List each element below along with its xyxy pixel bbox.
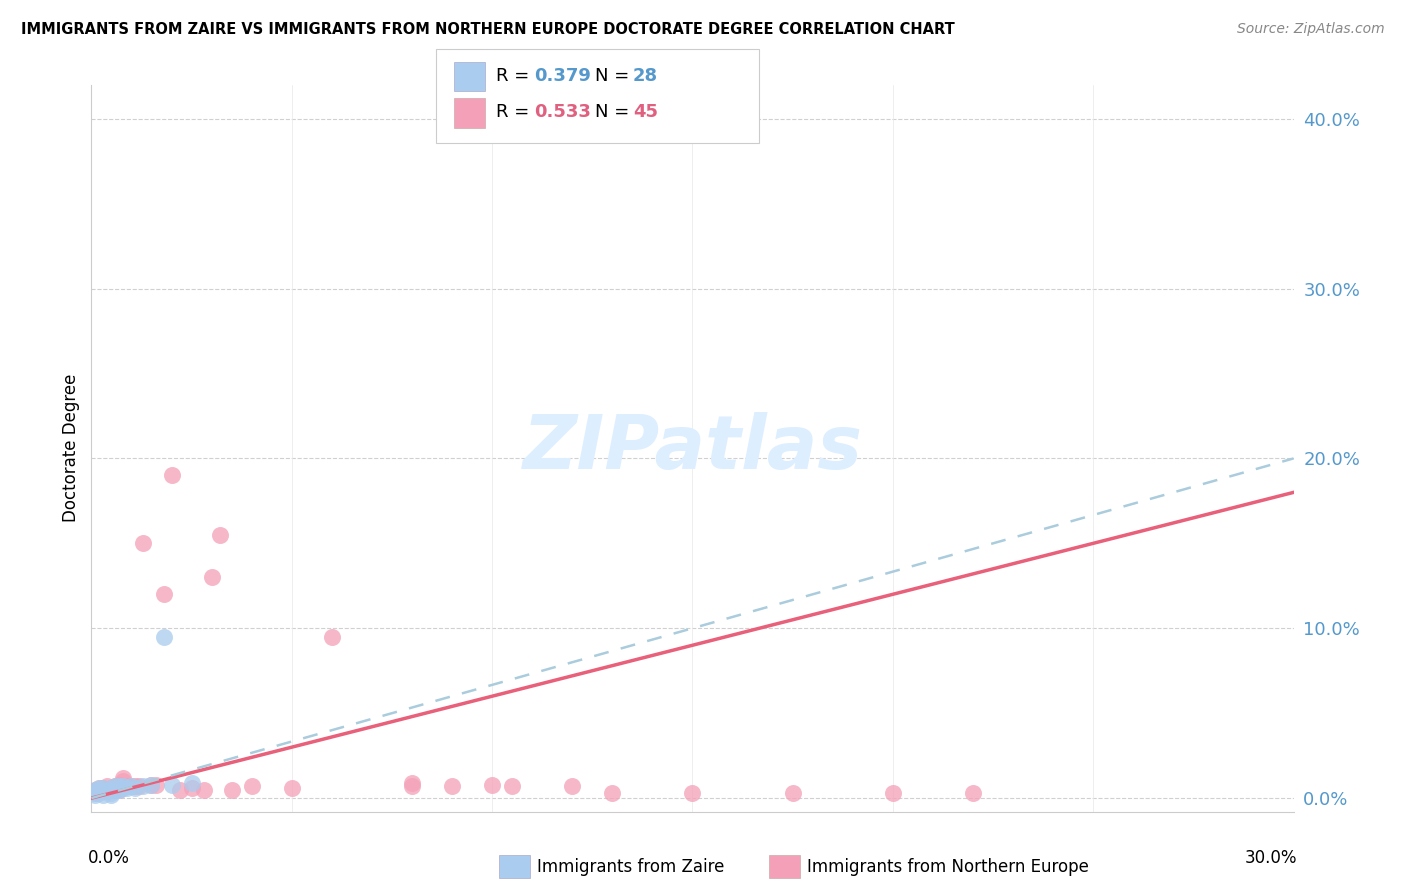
Text: Immigrants from Northern Europe: Immigrants from Northern Europe [807,858,1088,876]
Point [882,786,904,800]
Point [100,782,122,797]
Text: N =: N = [595,103,634,121]
Point [221,782,243,797]
Point [132,536,155,550]
Point [602,786,624,800]
Point [128,779,150,793]
Point [93,784,115,798]
Point [96,782,118,797]
Point [104,782,127,797]
Point [124,780,146,795]
Point [281,780,304,795]
Point [160,778,183,792]
Point [117,779,139,793]
Point [132,779,155,793]
Point [96,784,118,798]
Point [321,630,343,644]
Point [108,782,131,797]
Text: 30.0%: 30.0% [1246,849,1298,867]
Point [108,778,131,792]
Point [152,587,174,601]
Point [117,780,139,795]
Point [112,779,135,793]
Text: R =: R = [496,103,536,121]
Point [100,788,122,802]
Point [561,779,583,793]
Text: ZIPatlas: ZIPatlas [523,412,862,484]
Point [108,782,131,797]
Point [121,779,143,793]
Point [141,778,163,792]
Point [141,778,163,792]
Point [112,774,135,789]
Point [160,468,183,483]
Point [100,786,122,800]
Point [401,779,423,793]
Text: IMMIGRANTS FROM ZAIRE VS IMMIGRANTS FROM NORTHERN EUROPE DOCTORATE DEGREE CORREL: IMMIGRANTS FROM ZAIRE VS IMMIGRANTS FROM… [21,22,955,37]
Point [84,786,107,800]
Point [89,784,111,798]
Point [93,780,115,795]
Text: 28: 28 [633,67,658,85]
Text: Source: ZipAtlas.com: Source: ZipAtlas.com [1237,22,1385,37]
Point [240,779,263,793]
Point [152,630,174,644]
Point [100,780,122,795]
Point [180,780,202,795]
Point [180,776,202,790]
Point [962,786,984,800]
Point [96,784,118,798]
Point [84,788,107,802]
Point [104,782,127,797]
Point [96,779,118,793]
Point [84,786,107,800]
Point [104,779,127,793]
Text: 0.533: 0.533 [534,103,591,121]
Point [481,778,503,792]
Text: 45: 45 [633,103,658,121]
Point [89,782,111,797]
Point [112,771,135,785]
Y-axis label: Doctorate Degree: Doctorate Degree [62,374,80,523]
Text: N =: N = [595,67,634,85]
Point [193,782,215,797]
Point [93,780,115,795]
Point [89,780,111,795]
Point [89,780,111,795]
Text: Immigrants from Zaire: Immigrants from Zaire [537,858,724,876]
Point [121,779,143,793]
Point [501,779,523,793]
Point [401,776,423,790]
Point [108,779,131,793]
Text: 0.379: 0.379 [534,67,591,85]
Text: R =: R = [496,67,536,85]
Point [201,570,224,584]
Point [145,778,167,792]
Point [208,528,231,542]
Text: 0.0%: 0.0% [87,849,129,867]
Point [84,782,107,797]
Point [84,782,107,797]
Point [112,780,135,795]
Point [93,784,115,798]
Point [93,788,115,802]
Point [681,786,703,800]
Point [124,779,146,793]
Point [89,786,111,800]
Point [100,780,122,795]
Point [169,782,191,797]
Point [782,786,804,800]
Point [104,779,127,793]
Point [440,779,463,793]
